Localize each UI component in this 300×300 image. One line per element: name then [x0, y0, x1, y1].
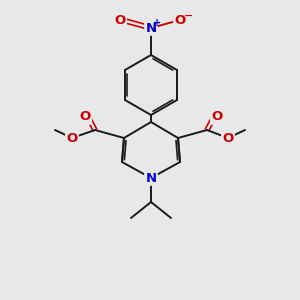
Text: O: O	[174, 14, 186, 26]
Text: +: +	[153, 18, 161, 28]
Text: O: O	[222, 131, 234, 145]
Text: O: O	[212, 110, 223, 124]
Text: O: O	[80, 110, 91, 124]
Text: −: −	[184, 11, 194, 21]
Text: N: N	[146, 22, 157, 34]
Text: O: O	[66, 131, 78, 145]
Text: O: O	[114, 14, 126, 26]
Text: N: N	[146, 172, 157, 184]
